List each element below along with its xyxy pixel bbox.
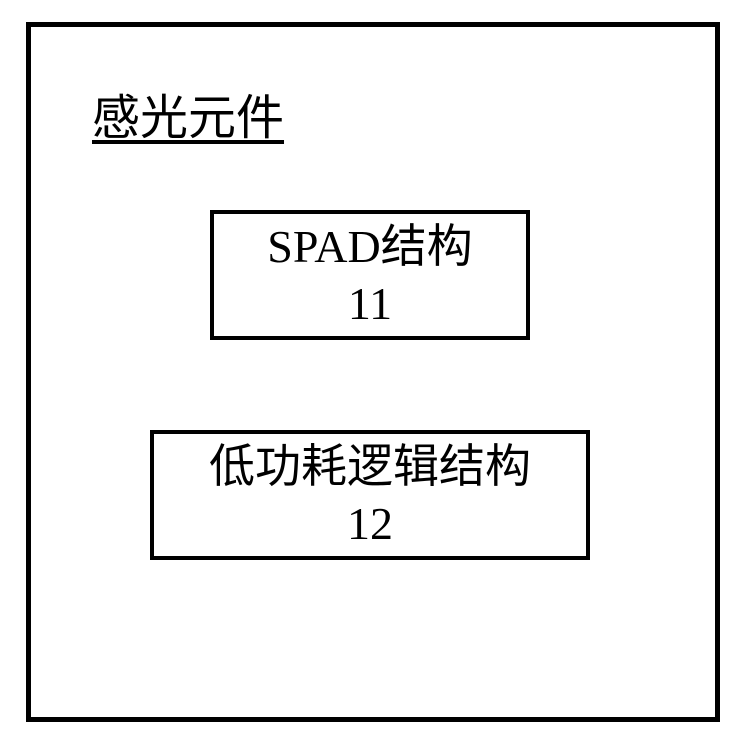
box-number: 11 (348, 275, 392, 333)
spad-structure-box: SPAD结构11 (210, 210, 530, 340)
box-label: 低功耗逻辑结构 (209, 438, 531, 496)
low-power-logic-box: 低功耗逻辑结构12 (150, 430, 590, 560)
diagram-title: 感光元件 (92, 78, 284, 148)
box-label: SPAD结构 (267, 218, 472, 276)
box-number: 12 (347, 495, 393, 553)
